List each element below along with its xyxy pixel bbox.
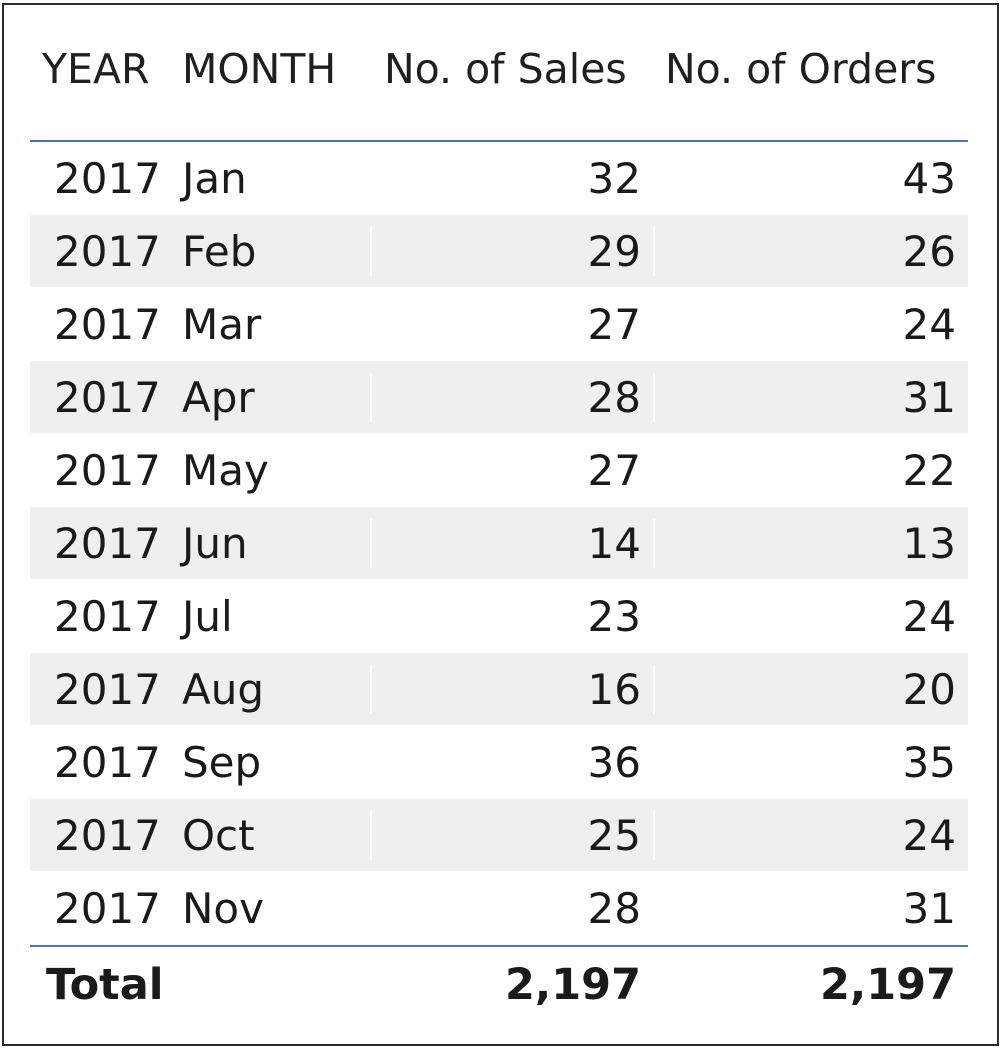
total-sales: 2,197 — [370, 960, 653, 1010]
cell-month: Jul — [182, 591, 233, 641]
cell-year: 2017 — [54, 737, 161, 787]
cell-sales: 36 — [370, 737, 653, 787]
column-header-month[interactable]: MONTH — [182, 45, 337, 93]
table-row[interactable]: 2017 May 27 22 — [30, 434, 968, 507]
table-row[interactable]: 2017 Jul 23 24 — [30, 580, 968, 653]
table-row[interactable]: 2017 Aug 16 20 — [30, 653, 968, 726]
cell-year: 2017 — [54, 372, 161, 422]
cell-orders: 20 — [653, 664, 968, 714]
cell-year: 2017 — [54, 591, 161, 641]
cell-year: 2017 — [54, 299, 161, 349]
total-divider — [30, 945, 968, 947]
cell-year: 2017 — [54, 226, 161, 276]
cell-year: 2017 — [54, 153, 161, 203]
cell-month: Mar — [182, 299, 262, 349]
cell-month: Apr — [182, 372, 255, 422]
cell-orders: 24 — [653, 299, 968, 349]
cell-month: Nov — [182, 883, 264, 933]
cell-orders: 24 — [653, 591, 968, 641]
cell-month: May — [182, 445, 269, 495]
data-table: YEAR MONTH No. of Sales No. of Orders 20… — [30, 45, 968, 1023]
cell-sales: 32 — [370, 153, 653, 203]
cell-year: 2017 — [54, 445, 161, 495]
cell-sales: 23 — [370, 591, 653, 641]
table-row[interactable]: 2017 Mar 27 24 — [30, 288, 968, 361]
cell-sales: 28 — [370, 883, 653, 933]
cell-year: 2017 — [54, 810, 161, 860]
cell-orders: 43 — [653, 153, 968, 203]
total-orders: 2,197 — [653, 960, 968, 1010]
cell-orders: 26 — [653, 226, 968, 276]
total-label: Total — [46, 960, 164, 1010]
column-header-sales[interactable]: No. of Sales — [384, 45, 627, 93]
cell-orders: 13 — [653, 518, 968, 568]
header-divider — [30, 140, 968, 142]
cell-sales: 29 — [370, 226, 653, 276]
cell-month: Jun — [182, 518, 248, 568]
table-row[interactable]: 2017 Jan 32 43 — [30, 142, 968, 215]
table-row[interactable]: 2017 Jun 14 13 — [30, 507, 968, 580]
cell-sales: 28 — [370, 372, 653, 422]
cell-sales: 14 — [370, 518, 653, 568]
cell-year: 2017 — [54, 664, 161, 714]
table-visual: YEAR MONTH No. of Sales No. of Orders 20… — [2, 3, 999, 1046]
cell-orders: 31 — [653, 372, 968, 422]
table-header: YEAR MONTH No. of Sales No. of Orders — [30, 45, 968, 111]
cell-month: Oct — [182, 810, 255, 860]
cell-orders: 31 — [653, 883, 968, 933]
cell-orders: 35 — [653, 737, 968, 787]
table-row[interactable]: 2017 Oct 25 24 — [30, 799, 968, 872]
cell-year: 2017 — [54, 518, 161, 568]
cell-orders: 24 — [653, 810, 968, 860]
table-row[interactable]: 2017 Sep 36 35 — [30, 726, 968, 799]
table-row[interactable]: 2017 Nov 28 31 — [30, 872, 968, 945]
cell-month: Jan — [182, 153, 247, 203]
cell-sales: 25 — [370, 810, 653, 860]
cell-orders: 22 — [653, 445, 968, 495]
column-header-orders[interactable]: No. of Orders — [665, 45, 937, 93]
cell-sales: 27 — [370, 299, 653, 349]
total-row: Total 2,197 2,197 — [30, 947, 968, 1023]
table-row[interactable]: 2017 Feb 29 26 — [30, 215, 968, 288]
column-header-year[interactable]: YEAR — [42, 45, 150, 93]
cell-year: 2017 — [54, 883, 161, 933]
table-body: 2017 Jan 32 43 2017 Feb 29 26 2017 Mar 27 24 2017 Apr… — [30, 142, 968, 945]
cell-sales: 16 — [370, 664, 653, 714]
cell-month: Aug — [182, 664, 265, 714]
cell-sales: 27 — [370, 445, 653, 495]
cell-month: Feb — [182, 226, 257, 276]
table-row[interactable]: 2017 Apr 28 31 — [30, 361, 968, 434]
cell-month: Sep — [182, 737, 262, 787]
